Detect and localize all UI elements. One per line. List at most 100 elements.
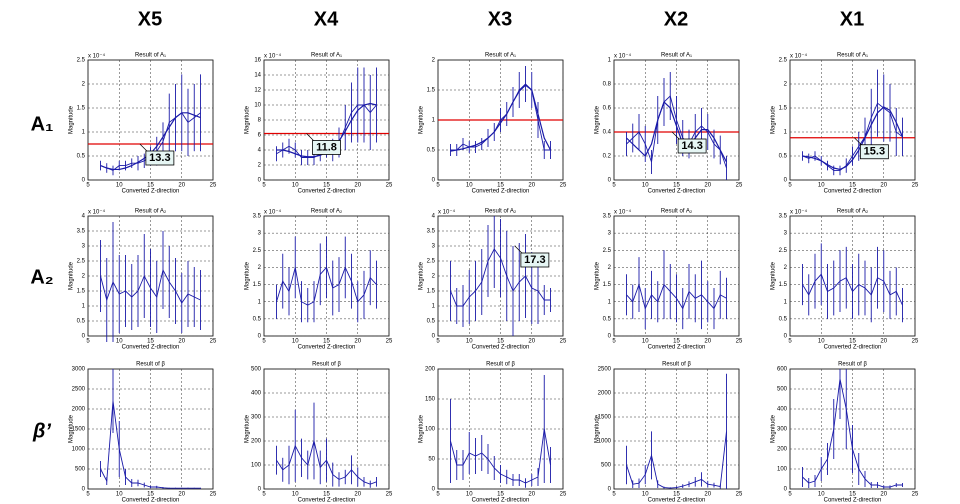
y-tick-label: 0 <box>608 487 612 493</box>
fit-curve <box>450 84 552 152</box>
y-tick-label: 1000 <box>72 447 86 453</box>
subplot: 5 10 15 20 25 0 100 200 300 400 500 Result of β Conv… <box>245 362 393 504</box>
y-tick-label: 0.5 <box>603 316 612 322</box>
y-tick-label: 1 <box>432 304 436 310</box>
y-tick-label: 16 <box>254 58 261 64</box>
y-tick-label: 1500 <box>72 427 86 433</box>
y-tick-label: 2.5 <box>77 58 86 64</box>
chart-title: Result of A₂ <box>135 209 167 215</box>
y-tick-label: 0.5 <box>77 319 86 325</box>
x-tick-label: 25 <box>912 339 919 345</box>
x-tick-label: 10 <box>642 339 649 345</box>
y-tick-label: 300 <box>251 415 262 421</box>
column-header: X1 <box>840 8 864 30</box>
y-tick-label: 0 <box>258 334 262 340</box>
x-tick-label: 10 <box>642 183 649 189</box>
x-tick-label: 10 <box>818 339 825 345</box>
x-axis-label: Converted Z-direction <box>648 498 706 504</box>
x-tick-label: 10 <box>116 339 123 345</box>
data-line <box>276 266 377 306</box>
x-tick-label: 5 <box>788 339 792 345</box>
y-tick-label: 0 <box>784 334 788 340</box>
x-tick-label: 25 <box>560 183 567 189</box>
data-line <box>626 283 727 310</box>
x-tick-label: 5 <box>436 492 440 498</box>
y-tick-label: 0.5 <box>779 154 788 160</box>
y-tick-label: 2 <box>432 58 436 64</box>
subplot: 5 10 15 20 25 0 0.5 1 1.5 2 Result of A₁ Converted … <box>419 53 567 195</box>
x-tick-label: 25 <box>210 492 217 498</box>
subplot: 5 10 15 20 25 0 0.5 1 1.5 2 2.5 3 3.5 Result of A₂ Con… <box>595 209 743 351</box>
y-tick-label: 2000 <box>72 407 86 413</box>
x-tick-label: 20 <box>354 339 361 345</box>
y-tick-label: 400 <box>251 391 262 397</box>
x-tick-label: 10 <box>818 183 825 189</box>
y-tick-label: 1.5 <box>779 106 788 112</box>
axis-exponent: x 10⁻⁴ <box>438 209 456 216</box>
subplot: 5 10 15 20 25 0 500 1000 1500 2000 2500 Result of β… <box>595 362 743 504</box>
y-tick-label: 100 <box>425 427 436 433</box>
y-tick-label: 3.5 <box>77 229 86 235</box>
y-axis-label: Magnitude <box>245 414 251 443</box>
y-tick-label: 1.5 <box>779 282 788 288</box>
chart-title: Result of A₂ <box>837 209 869 215</box>
data-line <box>100 400 201 489</box>
y-tick-label: 1 <box>432 118 436 124</box>
x-tick-label: 25 <box>560 339 567 345</box>
x-tick-label: 5 <box>262 492 266 498</box>
callout-box <box>312 140 341 155</box>
y-tick-label: 10 <box>254 103 261 109</box>
y-tick-label: 2000 <box>598 391 612 397</box>
subplot: 5 10 15 20 25 0 100 200 300 400 500 600 Result of β C… <box>771 362 919 504</box>
y-tick-label: 0.6 <box>603 106 612 112</box>
chart-title: Result of A₂ <box>661 209 693 215</box>
x-tick-label: 15 <box>497 492 504 498</box>
callout-box <box>145 150 175 166</box>
y-tick-label: 0 <box>432 487 436 493</box>
y-tick-label: 3.5 <box>427 229 436 235</box>
y-tick-label: 0 <box>432 178 436 184</box>
y-tick-label: 0.2 <box>603 154 612 160</box>
chart-title: Result of β <box>838 362 867 368</box>
y-tick-label: 1.5 <box>603 282 612 288</box>
y-tick-label: 3.5 <box>779 214 788 220</box>
chart-title: Result of β <box>662 362 691 368</box>
y-tick-label: 1000 <box>598 439 612 445</box>
x-tick-label: 25 <box>736 492 743 498</box>
callout-box <box>677 138 707 154</box>
y-tick-label: 500 <box>601 463 612 469</box>
y-tick-label: 2 <box>82 274 86 280</box>
y-tick-label: 2 <box>784 82 788 88</box>
x-tick-label: 15 <box>673 492 680 498</box>
y-tick-label: 1 <box>82 130 86 136</box>
x-tick-label: 15 <box>849 492 856 498</box>
y-tick-label: 1 <box>82 304 86 310</box>
x-tick-label: 5 <box>612 339 616 345</box>
subplot: 5 10 15 20 25 0 0.5 1 1.5 2 2.5 Result of A₁ Convert… <box>771 53 919 195</box>
y-tick-label: 0 <box>784 487 788 493</box>
x-tick-label: 15 <box>497 339 504 345</box>
y-tick-label: 1 <box>608 58 612 64</box>
x-tick-label: 20 <box>704 492 711 498</box>
axis-exponent: x 10⁻⁴ <box>264 209 282 216</box>
data-line <box>276 440 377 485</box>
x-tick-label: 20 <box>178 183 185 189</box>
subplot: 5 10 15 20 25 0 2 4 6 8 10 12 14 16 Result of A₁ Conver… <box>245 53 393 195</box>
y-axis-label: Magnitude <box>69 414 75 443</box>
x-tick-label: 20 <box>880 492 887 498</box>
x-tick-label: 20 <box>178 339 185 345</box>
y-tick-label: 2.5 <box>603 248 612 254</box>
x-tick-label: 10 <box>466 183 473 189</box>
x-axis-label: Converted Z-direction <box>648 189 706 195</box>
row-label: A₁ <box>31 113 54 135</box>
row-label: A₂ <box>30 266 53 288</box>
y-tick-label: 0 <box>258 487 262 493</box>
y-tick-label: 1 <box>784 299 788 305</box>
axis-exponent: x 10⁻⁴ <box>614 53 632 60</box>
x-tick-label: 5 <box>262 339 266 345</box>
y-tick-label: 600 <box>777 367 788 373</box>
y-tick-label: 1.5 <box>427 289 436 295</box>
y-axis-label: Magnitude <box>245 105 251 134</box>
y-tick-label: 50 <box>428 457 435 463</box>
y-tick-label: 500 <box>251 367 262 373</box>
